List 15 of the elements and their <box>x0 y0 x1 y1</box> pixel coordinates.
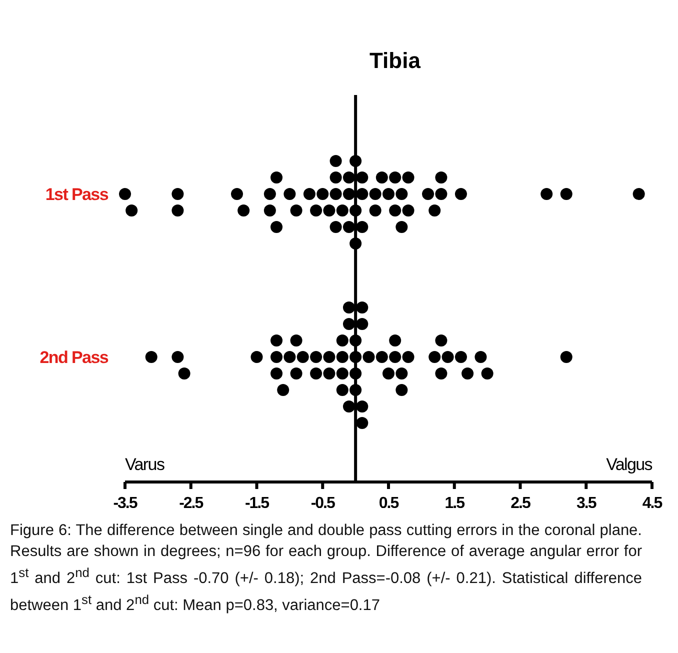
chart-title: Tibia <box>370 48 422 73</box>
annotation: Valgus <box>606 455 652 474</box>
x-tick-label: 1.5 <box>444 495 466 512</box>
x-tick-label: -0.5 <box>310 495 336 512</box>
x-tick-label: -1.5 <box>244 495 270 512</box>
x-tick-label: 3.5 <box>576 495 597 512</box>
x-tick-label: -2.5 <box>179 495 204 512</box>
text: Figure 6: The difference between single and double pass cutting errors in the coronal plane. Results are shown in degrees; n=96 for each group. Difference of average angular error for 1$^{st}$ and 2$^{nd}$ cut: 1st Pass -0.70 (+/- 0.18); 2nd Pass=-0.08 (+/- 0.21). Statistical difference between 1$^{st}$ and 2$^{nd}$ cut: Mean p=0.83, variance=0.17 <box>10 522 642 614</box>
x-tick-label: 2.5 <box>510 495 531 512</box>
x-tick-label: 0.5 <box>378 495 400 512</box>
annotation: Varus <box>125 455 164 474</box>
x-tick-label: -3.5 <box>113 495 138 512</box>
x-tick-label: 4.5 <box>642 495 663 512</box>
y-tick-label: 2nd Pass <box>40 348 108 367</box>
y-tick-label: 1st Pass <box>45 185 108 204</box>
